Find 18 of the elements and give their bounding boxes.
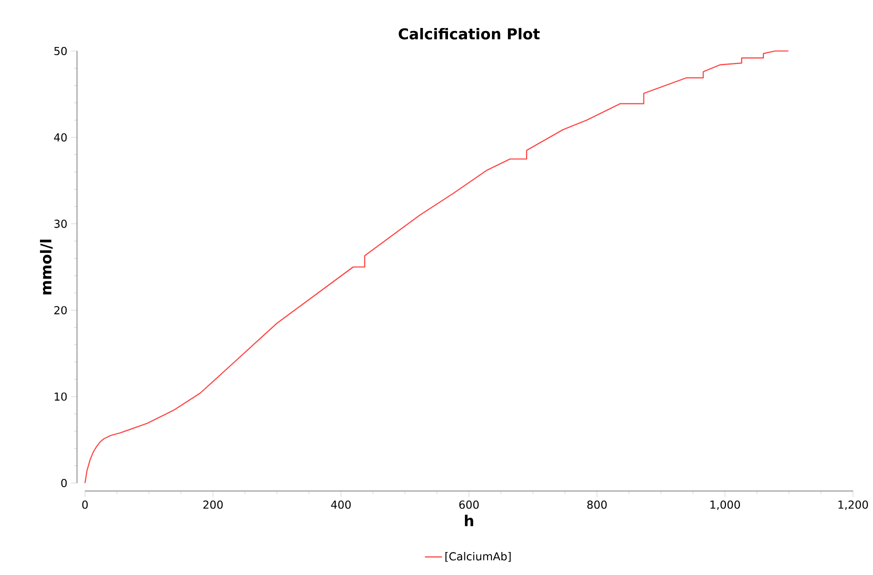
- x-tick-label: 200: [203, 500, 223, 509]
- y-tick-label: 30: [54, 220, 67, 228]
- legend-label: [CalciumAb]: [445, 552, 511, 562]
- y-tick-label: 0: [61, 478, 67, 488]
- x-tick-label: 0: [82, 500, 88, 509]
- y-tick-label: 50: [54, 46, 67, 56]
- x-axis-title: h: [464, 514, 474, 526]
- line-series: [84, 50, 789, 484]
- y-tick-label: 10: [54, 392, 67, 401]
- y-axis-title: mmol/l: [40, 240, 53, 294]
- x-tick-label: 600: [459, 500, 479, 509]
- chart-title: Calcification Plot: [398, 28, 540, 40]
- y-tick-label: 20: [54, 306, 67, 314]
- x-tick-label: 1,000: [710, 500, 740, 510]
- x-tick-label: 400: [331, 500, 351, 509]
- y-tick-label: 40: [54, 133, 67, 142]
- x-tick-label: 1,200: [838, 500, 868, 510]
- x-tick-label: 800: [587, 500, 607, 509]
